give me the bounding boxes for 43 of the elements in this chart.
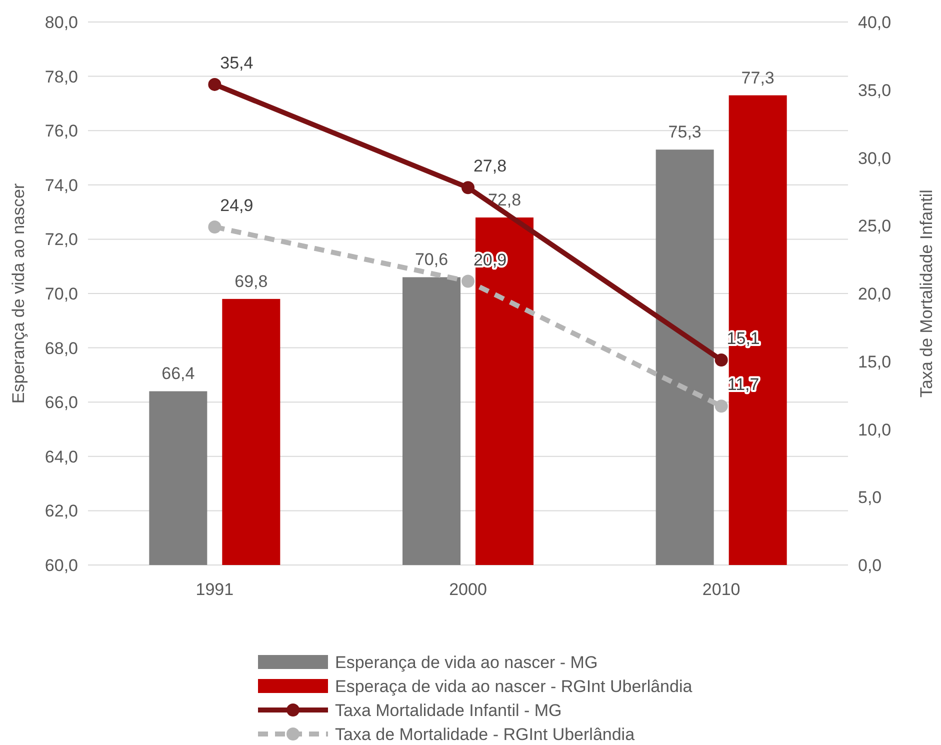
legend-label: Taxa de Mortalidade - RGInt Uberlândia: [335, 725, 636, 744]
y-tick-label: 76,0: [44, 122, 78, 141]
data-label: 77,3: [741, 68, 774, 88]
point: [208, 78, 222, 91]
y-tick-label: 70,0: [44, 284, 78, 304]
data-label: 70,6: [414, 250, 448, 270]
y-tick-label: 68,0: [44, 338, 78, 358]
y-tick-label: 62,0: [44, 502, 78, 521]
data-label: 66,4: [162, 364, 195, 384]
point: [462, 181, 474, 194]
y2-tick-label: 25,0: [858, 216, 892, 236]
y-tick-label: 72,0: [44, 230, 78, 250]
y-tick-label: 80,0: [44, 13, 78, 32]
legend-label: Esperança de vida ao nascer - MG: [335, 653, 598, 672]
y2-tick-label: 35,0: [858, 80, 892, 100]
point: [714, 400, 728, 413]
y2-tick-label: 15,0: [858, 352, 892, 372]
x-tick-label: 2000: [449, 580, 487, 599]
y2-tick-label: 30,0: [858, 148, 892, 168]
y2-axis-title: Taxa de Mortalidade Infantil: [917, 190, 936, 398]
y-tick-label: 60,0: [44, 556, 78, 575]
point: [462, 274, 474, 288]
y2-tick-label: 40,0: [858, 13, 892, 32]
y-tick-label: 66,0: [44, 393, 78, 412]
legend-label: Taxa Mortalidade Infantil - MG: [335, 701, 562, 720]
x-tick-label: 1991: [196, 580, 234, 599]
y2-tick-label: 20,0: [858, 284, 892, 304]
y2-tick-label: 0,0: [858, 556, 882, 575]
y-tick-label: 64,0: [44, 447, 78, 466]
data-label: 35,4: [220, 53, 254, 72]
y-axis-title: Esperança de vida ao nascer: [9, 183, 28, 404]
data-label: 75,3: [668, 122, 702, 142]
legend-label: Esperaça de vida ao nascer - RGInt Uberlândia: [335, 677, 693, 696]
point: [208, 220, 222, 234]
y2-tick-label: 10,0: [858, 420, 892, 440]
x-tick-label: 2010: [702, 580, 740, 599]
data-label: 24,9: [220, 196, 254, 215]
y2-tick-label: 5,0: [858, 488, 882, 508]
y-tick-label: 78,0: [44, 67, 78, 86]
point: [714, 354, 728, 367]
data-label: 27,8: [473, 156, 507, 176]
y-tick-label: 74,0: [44, 176, 78, 195]
data-label: 69,8: [234, 272, 268, 291]
